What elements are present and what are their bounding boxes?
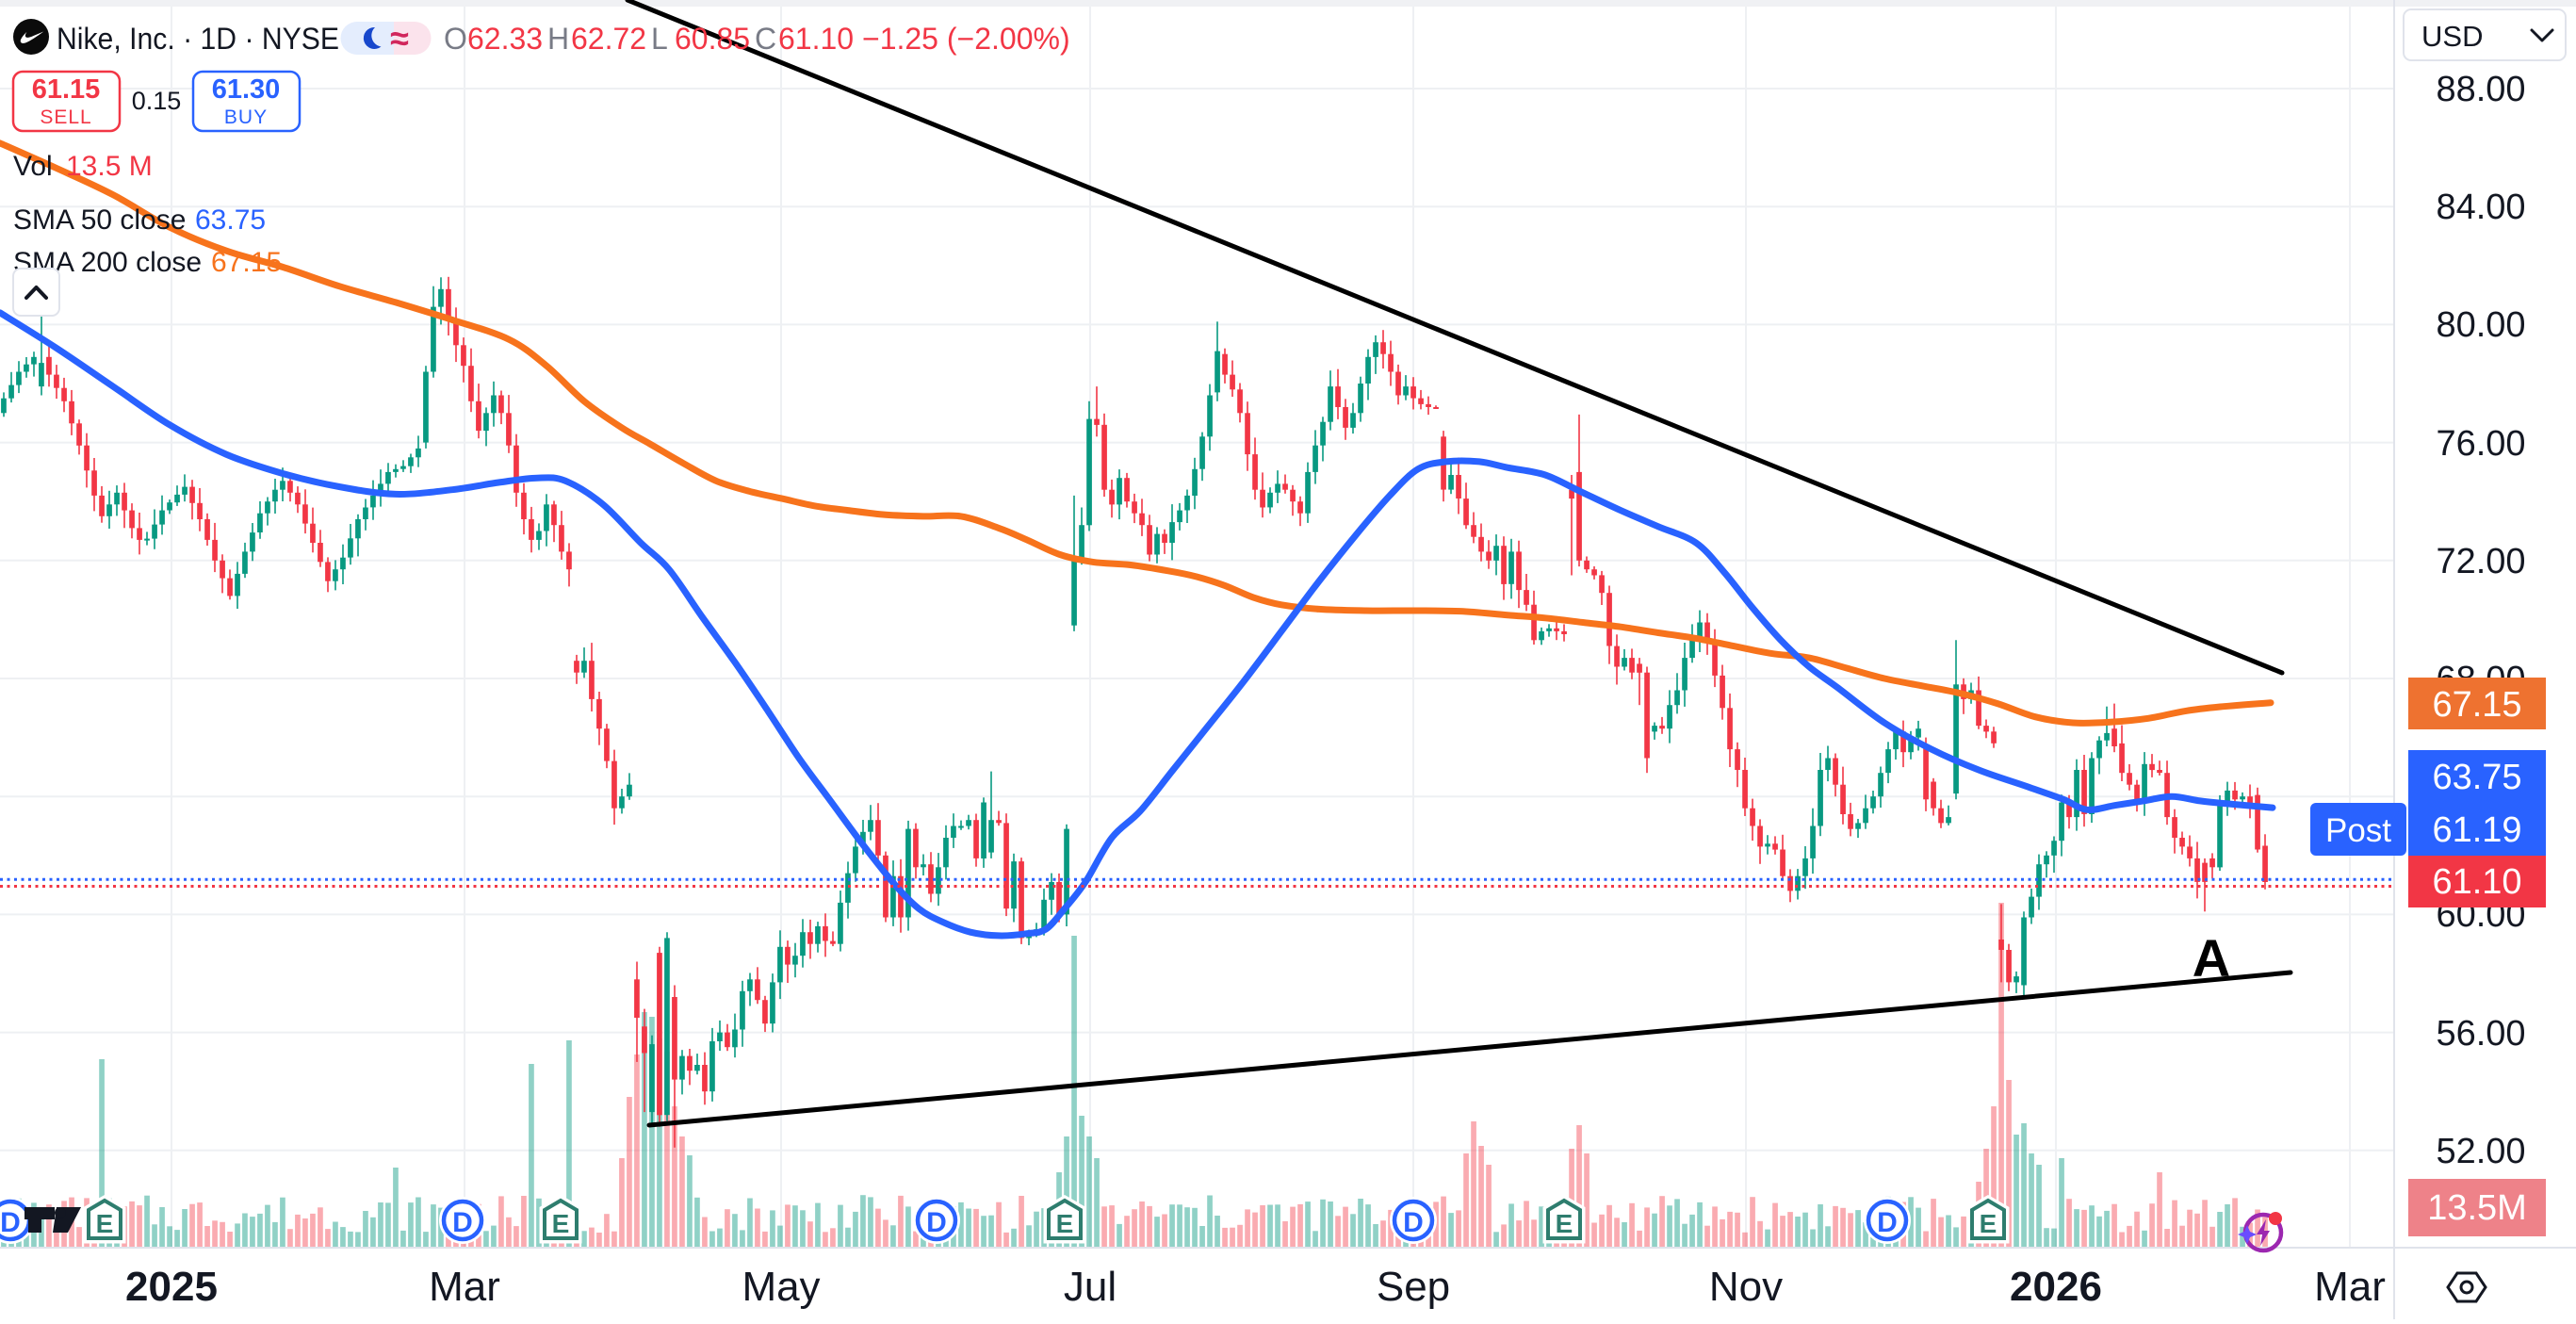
svg-text:61.10: 61.10 [2432, 862, 2521, 902]
svg-text:BUY: BUY [224, 106, 268, 128]
svg-text:63.75: 63.75 [2432, 758, 2521, 797]
svg-text:2025: 2025 [125, 1264, 218, 1310]
svg-text:88.00: 88.00 [2436, 70, 2525, 109]
svg-text:52.00: 52.00 [2436, 1132, 2525, 1171]
svg-text:67.15: 67.15 [2432, 685, 2521, 725]
svg-text:84.00: 84.00 [2436, 188, 2525, 227]
svg-text:Mar: Mar [2314, 1264, 2386, 1310]
svg-text:56.00: 56.00 [2436, 1014, 2525, 1054]
svg-text:SELL: SELL [40, 106, 91, 128]
svg-text:2026: 2026 [2010, 1264, 2102, 1310]
svg-text:72.00: 72.00 [2436, 542, 2525, 581]
svg-text:E: E [1056, 1209, 1074, 1238]
svg-text:A: A [2193, 928, 2230, 988]
svg-text:Nov: Nov [1709, 1264, 1783, 1310]
svg-text:61.19: 61.19 [2432, 810, 2521, 850]
svg-text:D: D [1877, 1207, 1898, 1238]
svg-text:Mar: Mar [429, 1264, 500, 1310]
svg-text:D: D [0, 1207, 21, 1238]
svg-text:13.5M: 13.5M [2427, 1188, 2527, 1228]
svg-text:USD: USD [2421, 20, 2483, 53]
svg-text:E: E [552, 1209, 570, 1238]
svg-text:E: E [1556, 1209, 1573, 1238]
svg-text:0.15: 0.15 [132, 87, 182, 115]
svg-text:E: E [96, 1209, 114, 1238]
svg-text:D: D [452, 1207, 473, 1238]
svg-text:≈: ≈ [390, 19, 409, 57]
svg-text:D: D [1403, 1207, 1424, 1238]
svg-text:Nike, Inc. · 1D · NYSE: Nike, Inc. · 1D · NYSE [57, 22, 339, 56]
svg-text:Jul: Jul [1064, 1264, 1117, 1310]
svg-text:D: D [926, 1207, 947, 1238]
svg-text:May: May [742, 1264, 820, 1310]
svg-text:76.00: 76.00 [2436, 424, 2525, 464]
svg-text:80.00: 80.00 [2436, 305, 2525, 345]
svg-text:Sep: Sep [1377, 1264, 1450, 1310]
svg-text:61.30: 61.30 [212, 74, 281, 105]
svg-text:61.15: 61.15 [32, 74, 101, 105]
svg-text:Post: Post [2325, 812, 2391, 849]
svg-text:E: E [1980, 1209, 1997, 1238]
